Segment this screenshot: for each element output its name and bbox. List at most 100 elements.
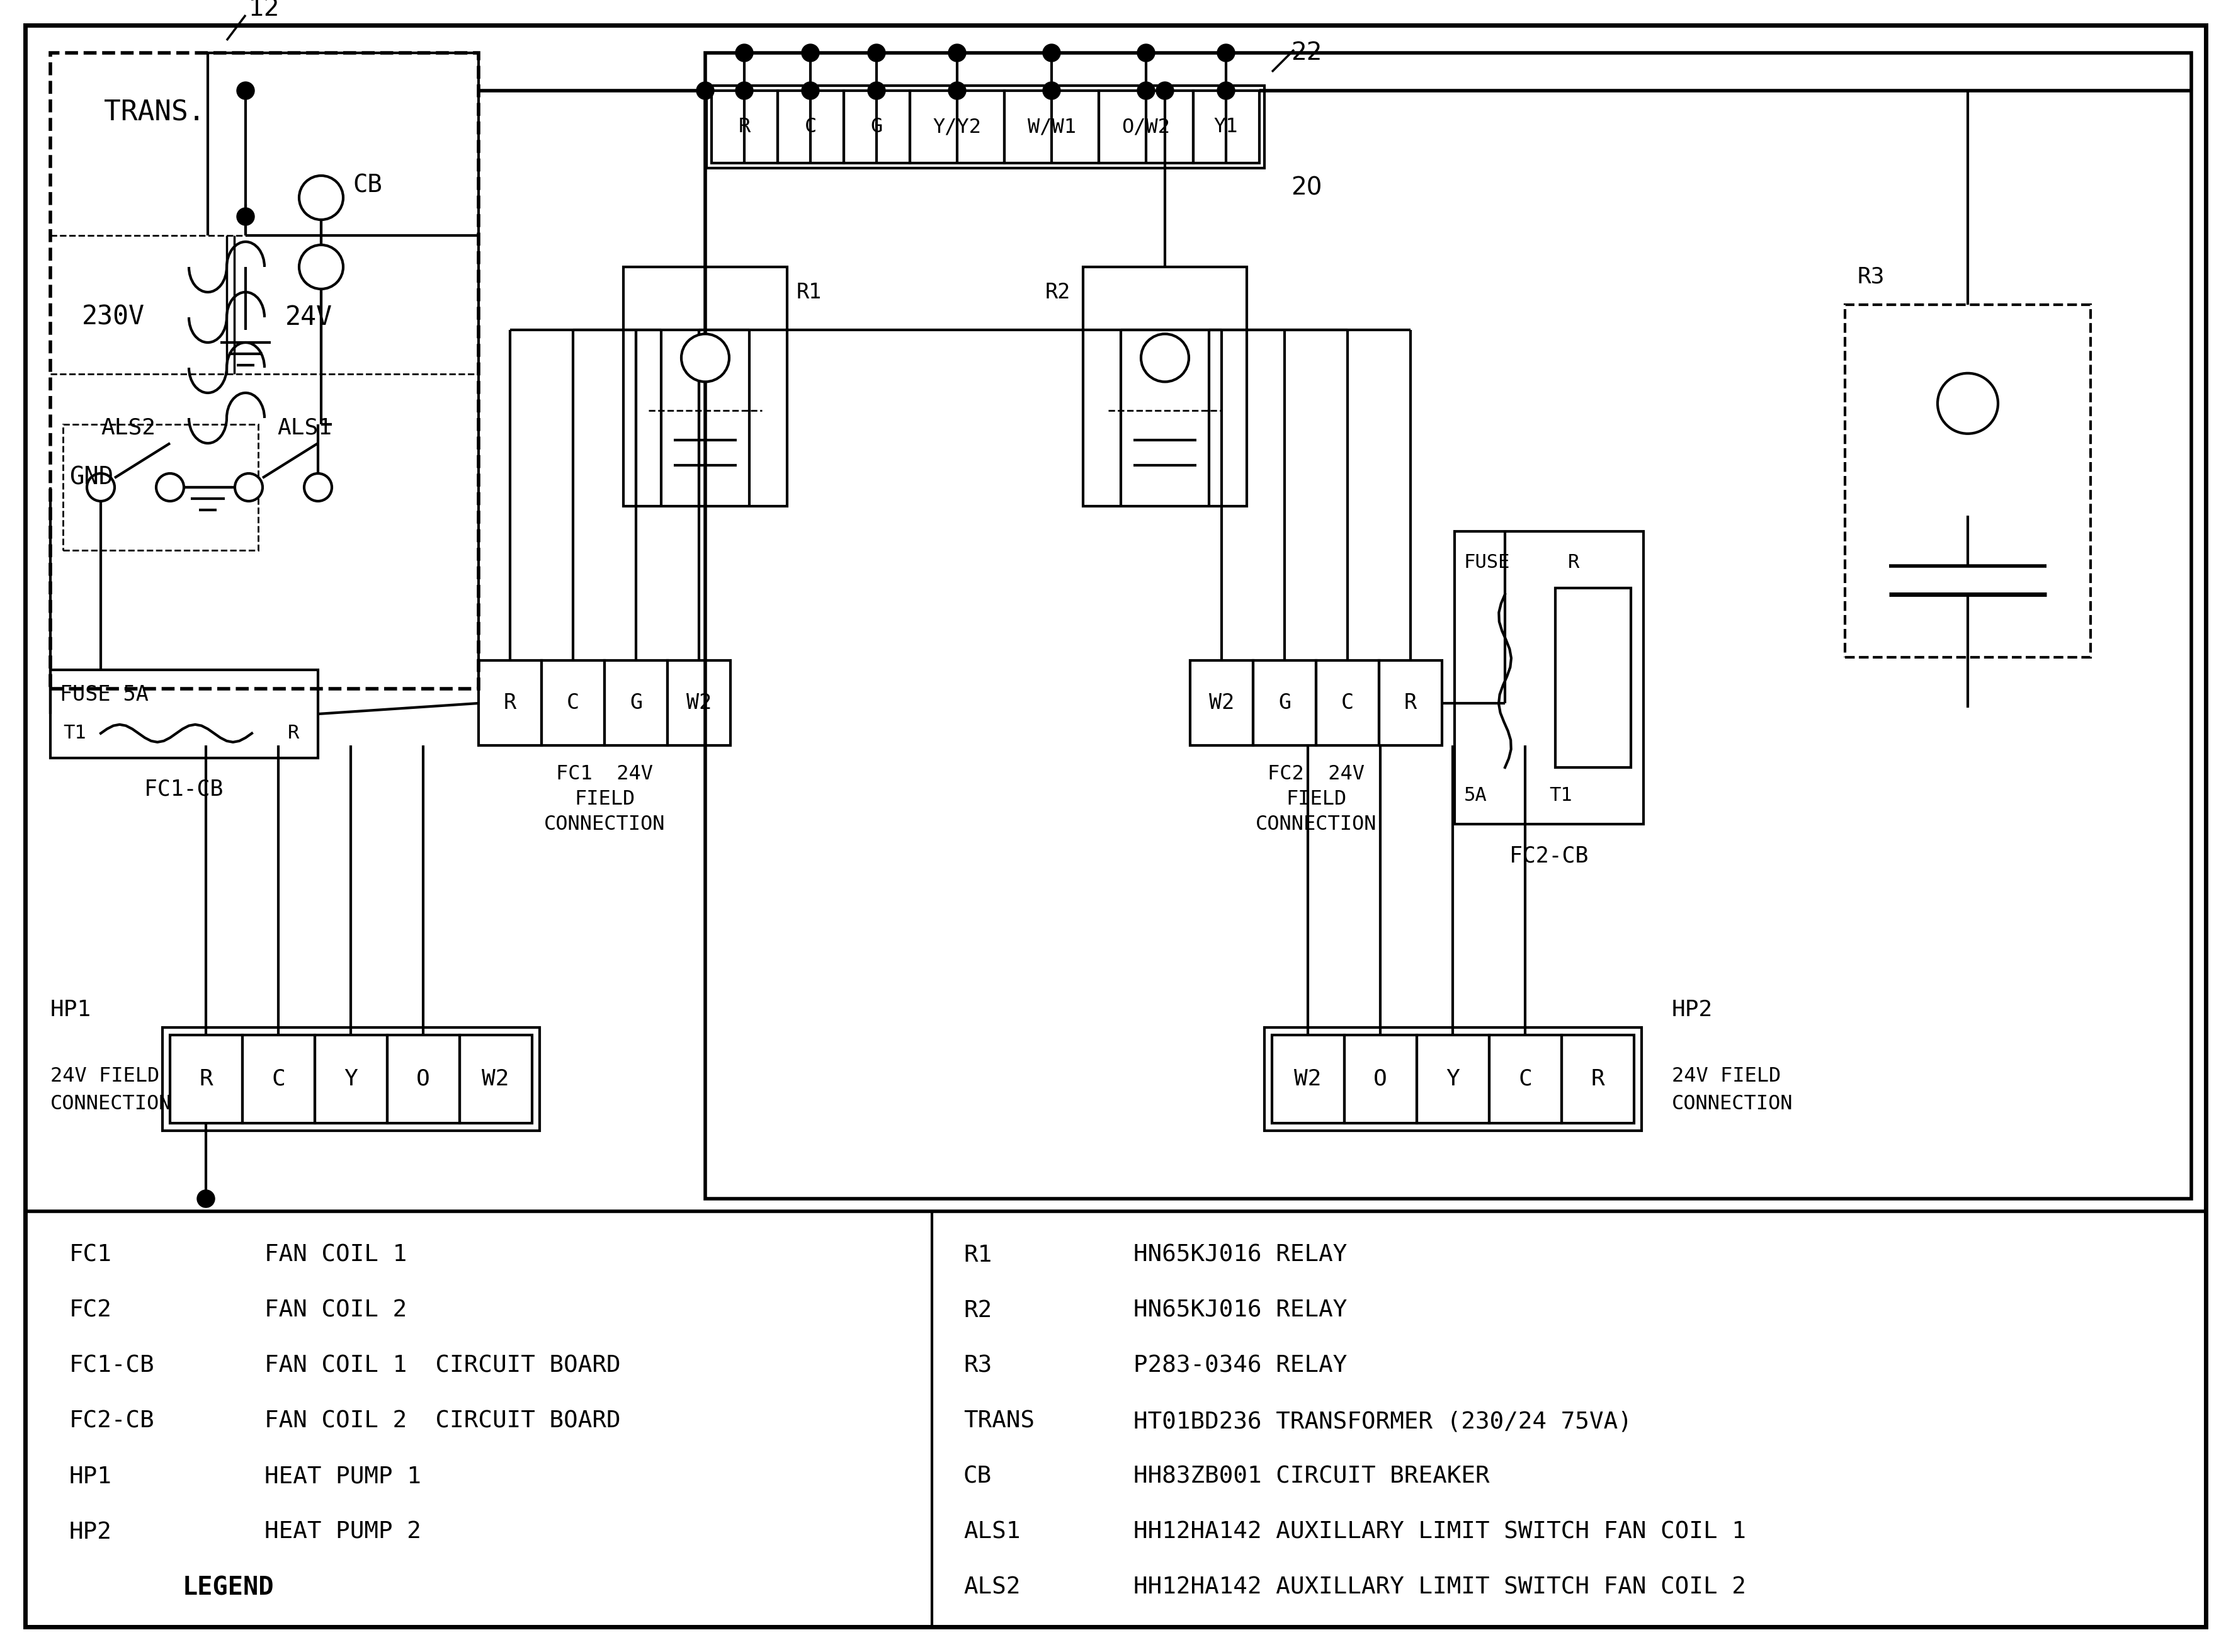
Text: C: C <box>805 117 817 137</box>
Text: HEAT PUMP 1: HEAT PUMP 1 <box>265 1465 422 1488</box>
Circle shape <box>1042 45 1060 61</box>
Bar <box>388 1036 460 1123</box>
Text: G: G <box>629 692 643 714</box>
Circle shape <box>1042 83 1060 99</box>
Bar <box>1417 1036 1490 1123</box>
Text: P283-0346 RELAY: P283-0346 RELAY <box>1133 1355 1348 1378</box>
Text: TRANS: TRANS <box>964 1411 1035 1432</box>
Text: 20: 20 <box>1292 177 1323 200</box>
Text: GND: GND <box>69 466 114 489</box>
Bar <box>1562 1036 1633 1123</box>
Bar <box>1345 1036 1417 1123</box>
Text: HP2: HP2 <box>69 1521 112 1543</box>
Text: FC2  24V: FC2 24V <box>1267 763 1365 783</box>
Text: HP2: HP2 <box>1671 999 1713 1021</box>
Text: G: G <box>870 117 883 137</box>
Text: R2: R2 <box>964 1300 993 1322</box>
Bar <box>1379 661 1441 745</box>
Circle shape <box>87 474 114 501</box>
Text: C: C <box>272 1069 286 1090</box>
Text: R: R <box>738 117 750 137</box>
Text: C: C <box>1341 692 1354 714</box>
Text: R: R <box>1403 692 1417 714</box>
Text: CONNECTION: CONNECTION <box>51 1095 172 1113</box>
Text: R: R <box>288 724 299 742</box>
Text: W2: W2 <box>1294 1069 1321 1090</box>
Bar <box>25 1211 2206 1627</box>
Text: Y1: Y1 <box>1214 117 1238 137</box>
Bar <box>910 91 1004 164</box>
Bar <box>1004 91 1100 164</box>
Text: R2: R2 <box>1044 282 1071 302</box>
Circle shape <box>299 244 344 289</box>
Bar <box>542 661 605 745</box>
Circle shape <box>696 83 714 99</box>
Text: FC1  24V: FC1 24V <box>556 763 654 783</box>
Text: FC1-CB: FC1-CB <box>69 1355 154 1378</box>
Text: T1: T1 <box>1548 786 1573 805</box>
Text: HH12HA142 AUXILLARY LIMIT SWITCH FAN COIL 2: HH12HA142 AUXILLARY LIMIT SWITCH FAN COI… <box>1133 1576 1747 1599</box>
Circle shape <box>156 474 183 501</box>
Bar <box>1082 268 1247 506</box>
Text: FUSE: FUSE <box>1464 553 1510 572</box>
Text: FC2-CB: FC2-CB <box>1510 844 1588 866</box>
Circle shape <box>234 474 263 501</box>
Text: HN65KJ016 RELAY: HN65KJ016 RELAY <box>1133 1300 1348 1322</box>
Text: FIELD: FIELD <box>573 790 636 809</box>
Text: W2: W2 <box>1209 692 1234 714</box>
Text: Y: Y <box>1446 1069 1459 1090</box>
Circle shape <box>1218 83 1234 99</box>
Bar <box>1254 661 1316 745</box>
Text: FIELD: FIELD <box>1285 790 1345 809</box>
Bar <box>667 661 730 745</box>
Text: TRANS.: TRANS. <box>105 99 205 126</box>
Bar <box>622 268 788 506</box>
Text: LEGEND: LEGEND <box>183 1576 274 1601</box>
Bar <box>1272 1036 1345 1123</box>
Text: R: R <box>199 1069 212 1090</box>
Text: R: R <box>504 692 515 714</box>
Text: R: R <box>1568 553 1580 572</box>
Bar <box>1100 91 1194 164</box>
Bar <box>843 91 910 164</box>
Bar <box>315 1036 388 1123</box>
Circle shape <box>736 83 754 99</box>
Bar <box>1845 304 2090 657</box>
Circle shape <box>801 45 819 61</box>
Text: ALS2: ALS2 <box>100 416 156 438</box>
Bar <box>1194 91 1258 164</box>
Circle shape <box>868 45 886 61</box>
Text: C: C <box>567 692 580 714</box>
Bar <box>705 53 2191 1199</box>
Circle shape <box>236 83 254 99</box>
Circle shape <box>948 83 966 99</box>
Text: CB: CB <box>964 1465 993 1488</box>
Text: ALS2: ALS2 <box>964 1576 1020 1599</box>
Bar <box>460 1036 531 1123</box>
Text: W2: W2 <box>482 1069 509 1090</box>
Bar <box>712 91 779 164</box>
Circle shape <box>680 334 730 382</box>
Circle shape <box>1140 334 1189 382</box>
Bar <box>779 91 843 164</box>
Text: R3: R3 <box>964 1355 993 1378</box>
Circle shape <box>948 45 966 61</box>
Bar <box>707 86 1265 169</box>
Text: ALS1: ALS1 <box>277 416 332 438</box>
Bar <box>1455 532 1644 824</box>
Circle shape <box>236 208 254 225</box>
Circle shape <box>868 83 886 99</box>
Text: W/W1: W/W1 <box>1026 117 1075 137</box>
Text: 24V: 24V <box>286 304 332 330</box>
Text: G: G <box>1278 692 1292 714</box>
Circle shape <box>1156 83 1174 99</box>
Bar <box>1316 661 1379 745</box>
Text: R1: R1 <box>964 1244 993 1267</box>
Bar <box>1265 1028 1642 1130</box>
Text: 230V: 230V <box>83 304 145 330</box>
Text: FAN COIL 1  CIRCUIT BOARD: FAN COIL 1 CIRCUIT BOARD <box>265 1355 620 1378</box>
Text: R1: R1 <box>796 282 821 302</box>
Text: O/W2: O/W2 <box>1122 117 1171 137</box>
Text: W2: W2 <box>687 692 712 714</box>
Text: FAN COIL 2: FAN COIL 2 <box>265 1300 406 1322</box>
